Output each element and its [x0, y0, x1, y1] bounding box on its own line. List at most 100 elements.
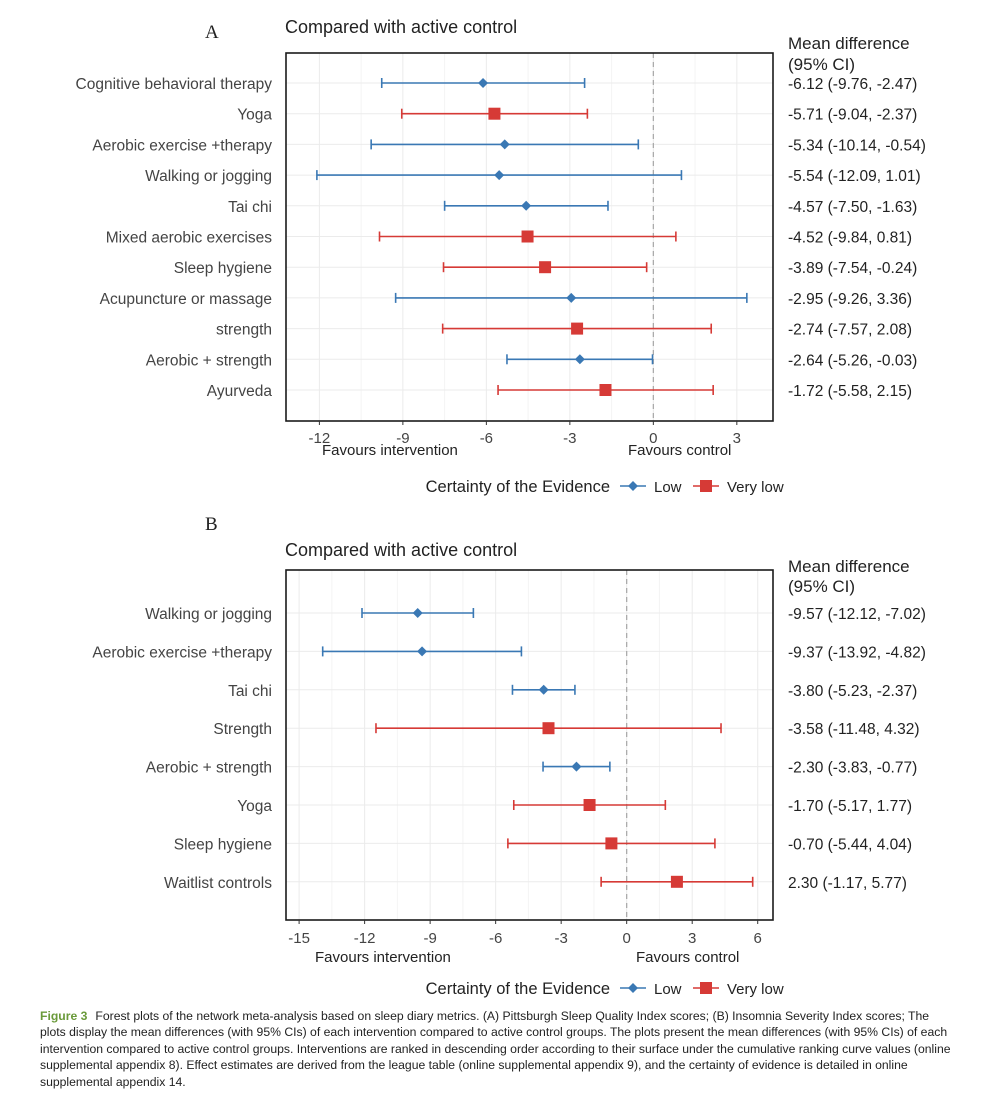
forest-row: Mixed aerobic exercises -4.52 (-9.84, 0.8…: [106, 230, 912, 247]
legend-low-label: Low: [654, 981, 682, 998]
point-estimate-diamond: [521, 200, 532, 211]
panel-letter: B: [205, 514, 218, 535]
forest-row: Ayurveda -1.72 (-5.58, 2.15): [207, 383, 912, 400]
point-estimate-diamond: [494, 170, 505, 181]
forest-row: Sleep hygiene -0.70 (-5.44, 4.04): [174, 836, 912, 853]
point-estimate-diamond: [417, 646, 428, 657]
ci-value-text: 2.30 (-1.17, 5.77): [788, 875, 907, 892]
ci-value-text: -0.70 (-5.44, 4.04): [788, 836, 912, 853]
forest-row: Tai chi -3.80 (-5.23, -2.37): [228, 683, 917, 700]
x-label-favours-intervention: Favours intervention: [315, 949, 451, 966]
forest-plot-a: A Compared with active control Mean differ…: [76, 17, 926, 496]
plot-frame: [285, 569, 774, 921]
ci-value-text: -2.30 (-3.83, -0.77): [788, 760, 917, 777]
panel-letter: A: [205, 22, 219, 43]
point-estimate-diamond: [574, 354, 585, 365]
row-label: Acupuncture or massage: [100, 291, 272, 308]
x-tick-label: -6: [489, 930, 502, 947]
x-tick-label: 0: [649, 430, 657, 447]
row-label: Walking or jogging: [145, 606, 272, 623]
legend-title: Certainty of the Evidence: [426, 980, 610, 998]
forest-row: Strength -3.58 (-11.48, 4.32): [213, 721, 919, 738]
forest-row: Yoga -5.71 (-9.04, -2.37): [237, 107, 917, 124]
forest-row: Walking or jogging -9.57 (-12.12, -7.02): [145, 606, 926, 623]
point-estimate-square: [539, 261, 552, 274]
ci-column-header: Mean difference: [788, 557, 910, 576]
legend-title: Certainty of the Evidence: [426, 478, 610, 496]
x-tick-label: 6: [754, 930, 762, 947]
point-estimate-diamond: [499, 139, 510, 150]
ci-value-text: -2.74 (-7.57, 2.08): [788, 322, 912, 339]
panel-title: Compared with active control: [285, 17, 517, 37]
ci-value-text: -5.34 (-10.14, -0.54): [788, 137, 926, 154]
x-tick-label: -12: [354, 930, 376, 947]
ci-value-text: -6.12 (-9.76, -2.47): [788, 76, 917, 93]
forest-row: Aerobic exercise +therapy -5.34 (-10.14, …: [92, 137, 926, 154]
ci-column-header-sub: (95% CI): [788, 577, 855, 596]
plot-frame: [285, 52, 774, 422]
x-label-favours-control: Favours control: [636, 949, 739, 966]
forest-row: Walking or jogging -5.54 (-12.09, 1.01): [145, 168, 921, 185]
legend-very-low-label: Very low: [727, 981, 784, 998]
point-estimate-square: [605, 837, 618, 850]
row-label: Yoga: [237, 107, 272, 124]
ci-value-text: -3.89 (-7.54, -0.24): [788, 260, 917, 277]
forest-row: Aerobic + strength -2.30 (-3.83, -0.77): [146, 760, 917, 777]
forest-row: Acupuncture or massage -2.95 (-9.26, 3.36…: [100, 291, 912, 308]
legend-very-low-label: Very low: [727, 479, 784, 496]
x-tick-label: 0: [623, 930, 631, 947]
figure-canvas: A Compared with active control Mean differ…: [76, 17, 926, 998]
point-estimate-square: [521, 230, 534, 243]
forest-row: Aerobic + strength -2.64 (-5.26, -0.03): [146, 352, 917, 369]
row-label: Aerobic + strength: [146, 352, 272, 369]
caption-text: Forest plots of the network meta-analysi…: [40, 1009, 951, 1089]
point-estimate-diamond: [538, 684, 549, 695]
legend: Certainty of the Evidence Low Very low: [426, 478, 784, 496]
x-tick-label: -3: [554, 930, 567, 947]
forest-row: Aerobic exercise +therapy -9.37 (-13.92, …: [92, 644, 926, 661]
ci-value-text: -1.72 (-5.58, 2.15): [788, 383, 912, 400]
ci-value-text: -9.57 (-12.12, -7.02): [788, 606, 926, 623]
row-label: strength: [216, 322, 272, 339]
point-estimate-square: [599, 384, 612, 396]
x-tick-label: -3: [563, 430, 576, 447]
point-estimate-square: [583, 799, 596, 811]
row-label: Aerobic + strength: [146, 760, 272, 777]
row-label: Ayurveda: [207, 383, 273, 400]
forest-row: Yoga -1.70 (-5.17, 1.77): [237, 798, 912, 815]
ci-value-text: -9.37 (-13.92, -4.82): [788, 644, 926, 661]
panel-title: Compared with active control: [285, 540, 517, 560]
row-label: Aerobic exercise +therapy: [92, 644, 272, 661]
x-tick-label: -15: [288, 930, 310, 947]
legend-very-low-square: [700, 982, 712, 994]
point-estimate-square: [670, 875, 683, 888]
forest-row: Sleep hygiene -3.89 (-7.54, -0.24): [174, 260, 917, 277]
row-label: Strength: [213, 721, 272, 738]
x-tick-label: -9: [396, 430, 409, 447]
x-tick-label: -6: [480, 430, 493, 447]
legend-low-diamond: [628, 481, 638, 491]
row-label: Yoga: [237, 798, 272, 815]
ci-value-text: -3.80 (-5.23, -2.37): [788, 683, 917, 700]
ci-column-header: Mean difference: [788, 34, 910, 53]
x-tick-label: 3: [688, 930, 696, 947]
ci-value-text: -4.57 (-7.50, -1.63): [788, 199, 917, 216]
row-label: Tai chi: [228, 199, 272, 216]
row-label: Cognitive behavioral therapy: [76, 76, 273, 93]
point-estimate-diamond: [412, 608, 423, 618]
ci-value-text: -1.70 (-5.17, 1.77): [788, 798, 912, 815]
row-label: Mixed aerobic exercises: [106, 230, 273, 247]
forest-row: Waitlist controls 2.30 (-1.17, 5.77): [164, 875, 907, 892]
point-estimate-diamond: [566, 292, 577, 303]
forest-row: Cognitive behavioral therapy -6.12 (-9.76…: [76, 76, 918, 93]
x-tick-label: 3: [733, 430, 741, 447]
ci-value-text: -4.52 (-9.84, 0.81): [788, 230, 912, 247]
point-estimate-diamond: [478, 78, 489, 88]
ci-value-text: -5.71 (-9.04, -2.37): [788, 107, 917, 124]
point-estimate-square: [571, 322, 584, 335]
forest-row: Tai chi -4.57 (-7.50, -1.63): [228, 199, 917, 216]
row-label: Waitlist controls: [164, 875, 272, 892]
row-label: Tai chi: [228, 683, 272, 700]
x-label-favours-intervention: Favours intervention: [322, 442, 458, 459]
ci-value-text: -2.95 (-9.26, 3.36): [788, 291, 912, 308]
